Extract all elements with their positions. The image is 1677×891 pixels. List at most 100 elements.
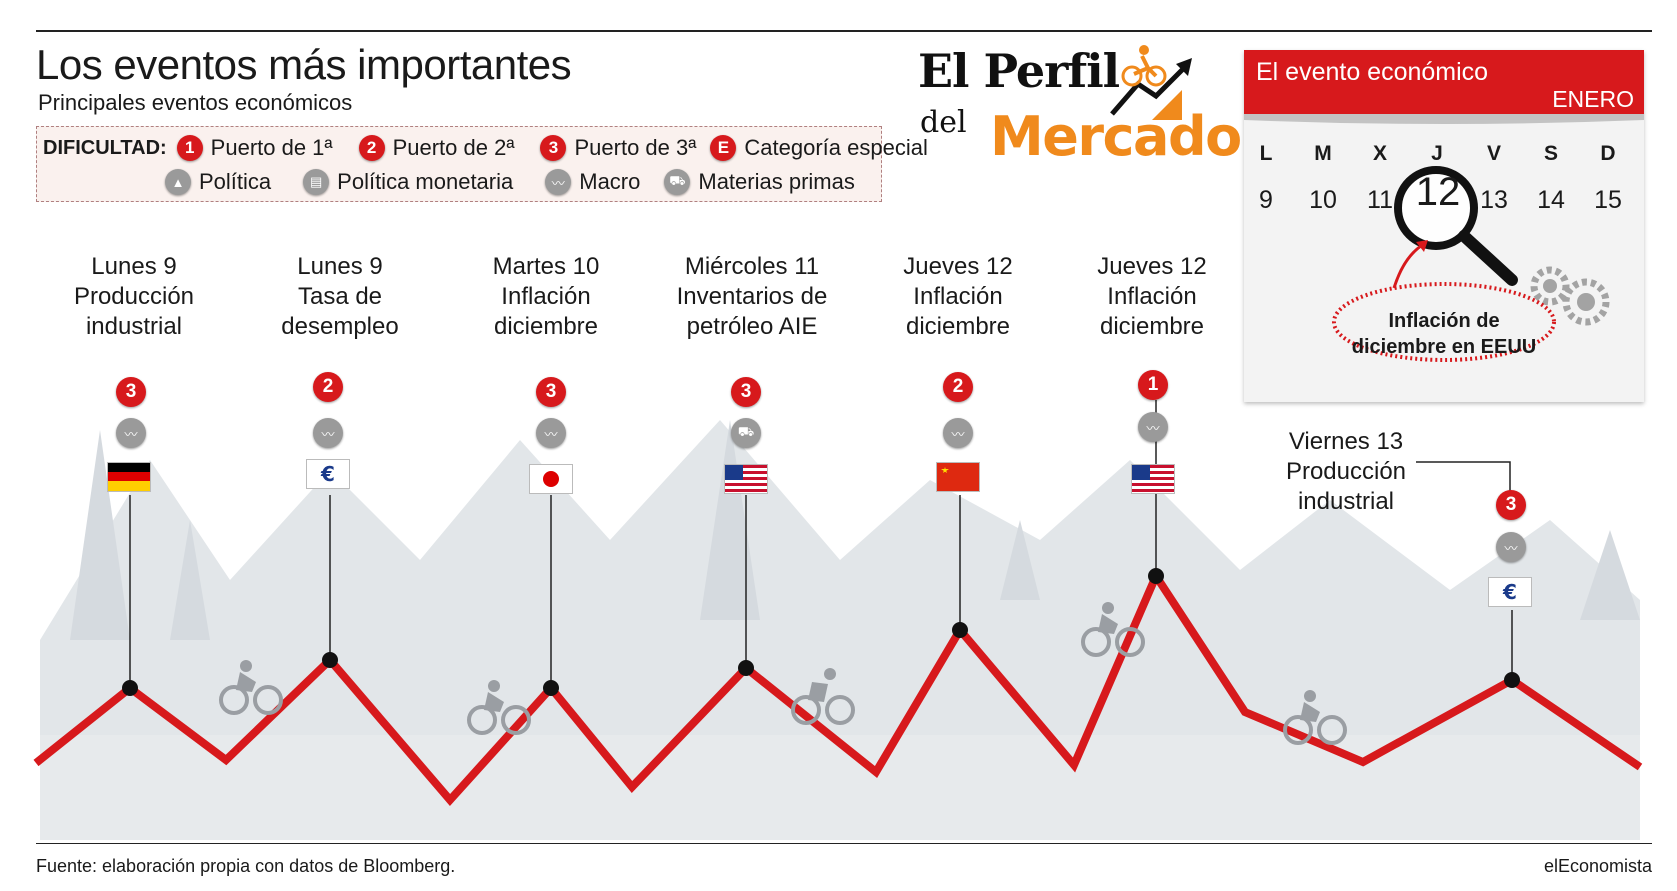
trees-background: [70, 420, 1640, 640]
calendar-note-line2: diciembre en EEUU: [1351, 336, 1537, 358]
usa-flag-icon: [1132, 465, 1174, 493]
cyclists-icon: [219, 602, 1347, 745]
event-line1: Producción: [73, 283, 195, 310]
event-day: Martes 10: [492, 253, 600, 280]
difficulty-badge-icon: 2: [358, 135, 385, 161]
leader-line: [1416, 461, 1511, 496]
calendar-weekday: V: [1486, 142, 1501, 165]
eurozone-flag-icon: €: [307, 460, 349, 488]
event-line2: industrial: [1297, 488, 1395, 515]
calendar-date: 11: [1367, 186, 1393, 214]
legend-item-macro: 〰 Macro: [545, 169, 640, 195]
legend-item-label: Materias primas: [698, 169, 855, 194]
legend-item-1: 1 Puerto de 1ª: [176, 135, 333, 161]
calendar-date: 10: [1309, 186, 1337, 214]
calendar-date: 15: [1594, 186, 1622, 214]
brand-title-perfil: El Perfil: [918, 44, 1120, 98]
legend-item-label: Política: [199, 169, 272, 194]
event-line2: diciembre: [1099, 313, 1205, 340]
bottom-rule: [36, 843, 1652, 844]
event-line1: Inventarios de: [676, 283, 828, 310]
macro-icon: 〰: [116, 418, 146, 448]
gears-icon: [1530, 266, 1610, 326]
calendar-title: El evento económico: [1256, 58, 1489, 86]
calendar-highlight-date: 12: [1415, 170, 1461, 214]
difficulty-badge-icon: 3: [536, 377, 566, 407]
cyclist-chart-logo-icon: [1110, 45, 1192, 120]
event-line1: Inflación: [913, 283, 1003, 310]
event-day: Lunes 9: [297, 253, 383, 280]
event-label-6: Jueves 12 Inflación diciembre: [1042, 252, 1262, 342]
calendar-note: Inflación de diciembre en EEUU: [1344, 308, 1544, 360]
germany-flag-icon: [108, 463, 150, 491]
commodities-icon: ⛟: [731, 418, 761, 448]
commodities-icon: ⛟: [664, 169, 691, 195]
macro-icon: 〰: [545, 169, 572, 195]
calendar-header: El evento económico ENERO: [1244, 50, 1644, 116]
source-note: Fuente: elaboración propia con datos de …: [36, 856, 456, 876]
annotation-ellipse: [1332, 240, 1556, 362]
event-line1: Tasa de: [297, 283, 383, 310]
top-rule: [36, 30, 1652, 32]
difficulty-badge-icon: 3: [731, 377, 761, 407]
event-label-5: Jueves 12 Inflación diciembre: [848, 252, 1068, 342]
svg-text:€: €: [320, 462, 335, 486]
legend-label: DIFICULTAD:: [43, 136, 167, 159]
event-point: [1148, 568, 1164, 584]
page-subtitle: Principales eventos económicos: [38, 90, 353, 115]
event-line1: Inflación: [1107, 283, 1197, 310]
calendar-date: 13: [1480, 186, 1508, 214]
ground: [40, 735, 1640, 840]
calendar-note-line1: Inflación de: [1388, 310, 1500, 332]
difficulty-badge-icon: 2: [943, 372, 973, 402]
event-line2: diciembre: [493, 313, 599, 340]
difficulty-badge-icon: E: [710, 135, 737, 161]
event-label-3: Martes 10 Inflación diciembre: [436, 252, 656, 342]
event-point: [322, 652, 338, 668]
event-day: Jueves 12: [1097, 253, 1207, 280]
calendar-weekday: L: [1259, 142, 1273, 165]
publisher-name: elEconomista: [1543, 856, 1652, 876]
calendar-weekday: X: [1372, 142, 1387, 165]
legend-item-label: Puerto de 1ª: [210, 135, 333, 160]
event-point: [952, 622, 968, 638]
event-day: Miércoles 11: [684, 253, 820, 280]
politics-icon: ▲: [165, 169, 191, 195]
event-day: Jueves 12: [903, 253, 1013, 280]
macro-icon: 〰: [943, 418, 973, 448]
event-line2: industrial: [85, 313, 183, 340]
difficulty-badge-icon: 1: [1138, 370, 1168, 400]
legend-item-label: Puerto de 3ª: [574, 135, 697, 160]
event-line1: Producción: [1285, 458, 1407, 485]
event-line2: diciembre: [905, 313, 1011, 340]
legend-item-2: 2 Puerto de 2ª: [358, 135, 515, 161]
event-line2: desempleo: [281, 313, 399, 340]
svg-text:€: €: [1502, 580, 1517, 604]
event-point: [122, 680, 138, 696]
legend-item-politica: ▲ Política: [165, 169, 271, 195]
calendar-weekday: J: [1431, 142, 1443, 165]
legend-item-3: 3 Puerto de 3ª: [540, 135, 696, 161]
legend-item-label: Puerto de 2ª: [392, 135, 515, 160]
calendar-date: 9: [1259, 186, 1273, 214]
event-label-1: Lunes 9 Producción industrial: [24, 252, 244, 342]
brand-title-del: del: [920, 105, 967, 140]
calendar-date: 14: [1537, 186, 1565, 214]
legend-difficulty-row: DIFICULTAD: 1 Puerto de 1ª 2 Puerto de 2…: [43, 135, 928, 161]
monetary-policy-icon: ▤: [303, 169, 330, 195]
event-label-4: Miércoles 11 Inventarios de petróleo AIE: [642, 252, 862, 342]
event-point: [1504, 672, 1520, 688]
legend-item-label: Categoría especial: [744, 135, 928, 160]
legend-box: DIFICULTAD: 1 Puerto de 1ª 2 Puerto de 2…: [36, 126, 928, 202]
calendar-weekday: M: [1314, 142, 1332, 165]
legend-item-label: Macro: [579, 169, 641, 194]
difficulty-badge-icon: 3: [116, 377, 146, 407]
macro-icon: 〰: [536, 418, 566, 448]
calendar-weekday: D: [1600, 142, 1616, 165]
legend-item-materias: ⛟ Materias primas: [664, 169, 855, 195]
macro-icon: 〰: [1138, 412, 1168, 442]
magnifier-icon: [1394, 166, 1518, 286]
macro-icon: 〰: [313, 418, 343, 448]
legend-item-especial: E Categoría especial: [710, 135, 928, 161]
event-label-7: Viernes 13 Producción industrial: [1236, 427, 1456, 517]
